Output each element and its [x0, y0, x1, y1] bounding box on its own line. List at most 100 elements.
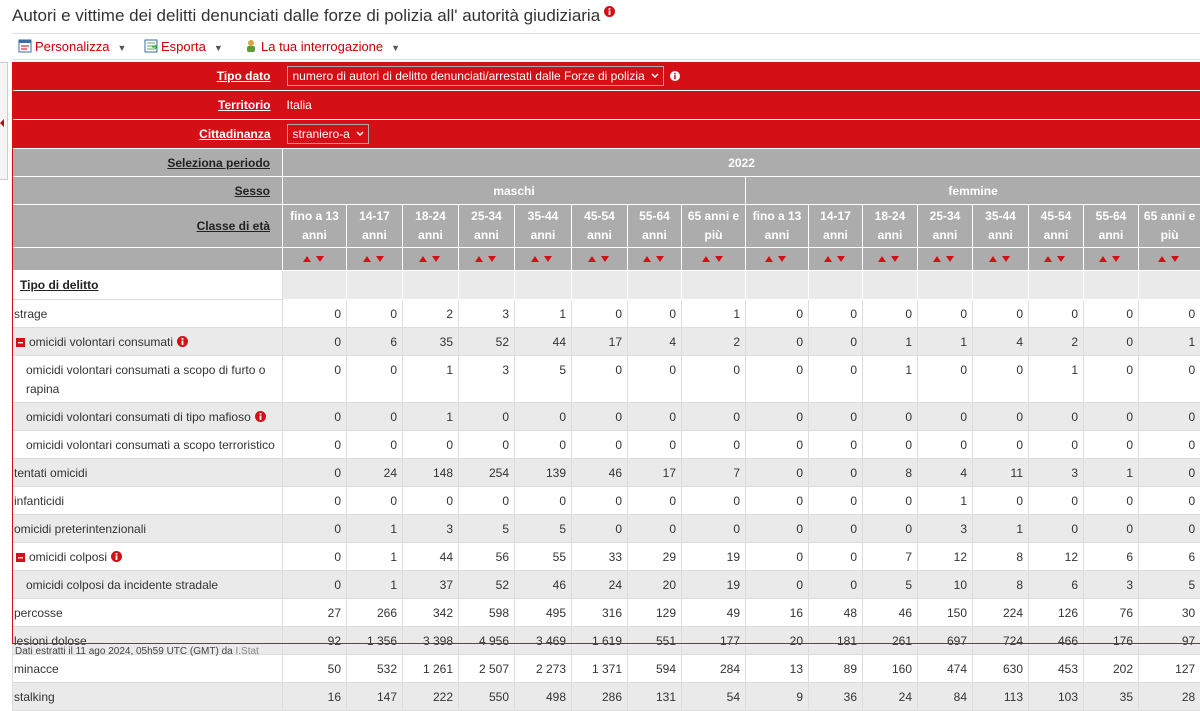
value-cell: 13	[746, 655, 809, 683]
info-icon[interactable]	[255, 410, 266, 424]
value-cell: 0	[283, 543, 347, 571]
age-header: fino a 13 anni	[746, 205, 809, 248]
row-label-cell: omicidi colposi	[13, 543, 283, 571]
value-cell: 0	[403, 431, 459, 459]
value-cell: 0	[628, 487, 682, 515]
value-cell: 50	[283, 655, 347, 683]
footer-link[interactable]: I.Stat	[235, 646, 258, 657]
value-cell: 202	[1084, 655, 1139, 683]
value-cell: 12	[1029, 543, 1084, 571]
row-label: omicidi volontari consumati	[29, 335, 173, 349]
value-cell: 550	[459, 683, 515, 711]
filter-dropdown[interactable]: numero di autori di delitto denunciati/a…	[287, 66, 664, 86]
value-cell: 0	[746, 571, 809, 599]
sort-buttons[interactable]	[628, 248, 682, 271]
sort-buttons[interactable]	[515, 248, 572, 271]
value-cell: 0	[918, 300, 973, 328]
value-cell: 0	[1139, 515, 1200, 543]
filter-label: Cittadinanza	[13, 120, 283, 149]
row-label-cell: omicidi volontari consumati	[13, 328, 283, 356]
side-tab[interactable]	[0, 62, 8, 180]
age-header: fino a 13 anni	[283, 205, 347, 248]
row-label-cell: percosse	[13, 599, 283, 627]
value-cell: 0	[973, 300, 1029, 328]
value-cell: 44	[403, 543, 459, 571]
sort-buttons[interactable]	[283, 248, 347, 271]
value-cell: 6	[347, 328, 403, 356]
info-icon[interactable]	[670, 69, 680, 83]
sort-buttons[interactable]	[746, 248, 809, 271]
sort-buttons[interactable]	[1139, 248, 1200, 271]
sort-buttons[interactable]	[1084, 248, 1139, 271]
value-cell: 1	[1139, 328, 1200, 356]
info-icon[interactable]	[604, 6, 615, 17]
empty-cell	[682, 271, 746, 300]
sort-buttons[interactable]	[347, 248, 403, 271]
value-cell: 55	[515, 543, 572, 571]
value-cell: 0	[628, 431, 682, 459]
empty-cell	[863, 271, 918, 300]
sort-buttons[interactable]	[863, 248, 918, 271]
query-menu[interactable]: La tua interrogazione▼	[244, 39, 400, 54]
value-cell: 594	[628, 655, 682, 683]
value-cell: 52	[459, 328, 515, 356]
sort-buttons[interactable]	[918, 248, 973, 271]
sort-spacer	[13, 248, 283, 271]
filter-value-cell: numero di autori di delitto denunciati/a…	[283, 62, 1200, 91]
value-cell: 3	[918, 515, 973, 543]
sort-buttons[interactable]	[1029, 248, 1084, 271]
value-cell: 0	[863, 431, 918, 459]
value-cell: 532	[347, 655, 403, 683]
row-label-cell: omicidi colposi da incidente stradale	[13, 571, 283, 599]
empty-cell	[347, 271, 403, 300]
value-cell: 177	[682, 627, 746, 655]
value-cell: 0	[1139, 356, 1200, 403]
info-icon[interactable]	[111, 550, 122, 564]
sort-buttons[interactable]	[973, 248, 1029, 271]
value-cell: 24	[863, 683, 918, 711]
sort-buttons[interactable]	[459, 248, 515, 271]
collapse-icon[interactable]	[16, 550, 25, 564]
value-cell: 0	[283, 300, 347, 328]
value-cell: 286	[572, 683, 628, 711]
age-header: 25-34 anni	[459, 205, 515, 248]
value-cell: 0	[746, 459, 809, 487]
value-cell: 0	[283, 571, 347, 599]
sort-buttons[interactable]	[682, 248, 746, 271]
info-icon[interactable]	[177, 335, 188, 349]
value-cell: 97	[1139, 627, 1200, 655]
empty-cell	[572, 271, 628, 300]
row-label: percosse	[14, 606, 63, 620]
dropdown-value: numero di autori di delitto denunciati/a…	[293, 69, 645, 83]
value-cell: 10	[918, 571, 973, 599]
value-cell: 1 371	[572, 655, 628, 683]
value-cell: 0	[1084, 487, 1139, 515]
value-cell: 1	[973, 515, 1029, 543]
value-cell: 1 356	[347, 627, 403, 655]
value-cell: 0	[973, 487, 1029, 515]
menu-label: Personalizza	[35, 39, 109, 54]
filter-dropdown[interactable]: straniero-a	[287, 124, 369, 144]
customize-menu[interactable]: Personalizza▼	[18, 39, 126, 54]
period-label[interactable]: Seleziona periodo	[13, 149, 283, 177]
value-cell: 1 261	[403, 655, 459, 683]
value-cell: 551	[628, 627, 682, 655]
empty-cell	[1084, 271, 1139, 300]
page: I.Stat html, body { margin: 0; padding: …	[0, 0, 1200, 654]
value-cell: 1	[515, 300, 572, 328]
sort-buttons[interactable]	[809, 248, 863, 271]
sort-buttons[interactable]	[403, 248, 459, 271]
value-cell: 49	[682, 599, 746, 627]
value-cell: 44	[515, 328, 572, 356]
value-cell: 453	[1029, 655, 1084, 683]
export-menu[interactable]: Esporta▼	[144, 39, 223, 54]
sort-buttons[interactable]	[572, 248, 628, 271]
body: {"header": {"title": "Autori e vittime d…	[0, 0, 1200, 654]
empty-cell	[1029, 271, 1084, 300]
collapse-icon[interactable]	[16, 335, 25, 349]
value-cell: 17	[572, 328, 628, 356]
value-cell: 0	[809, 515, 863, 543]
